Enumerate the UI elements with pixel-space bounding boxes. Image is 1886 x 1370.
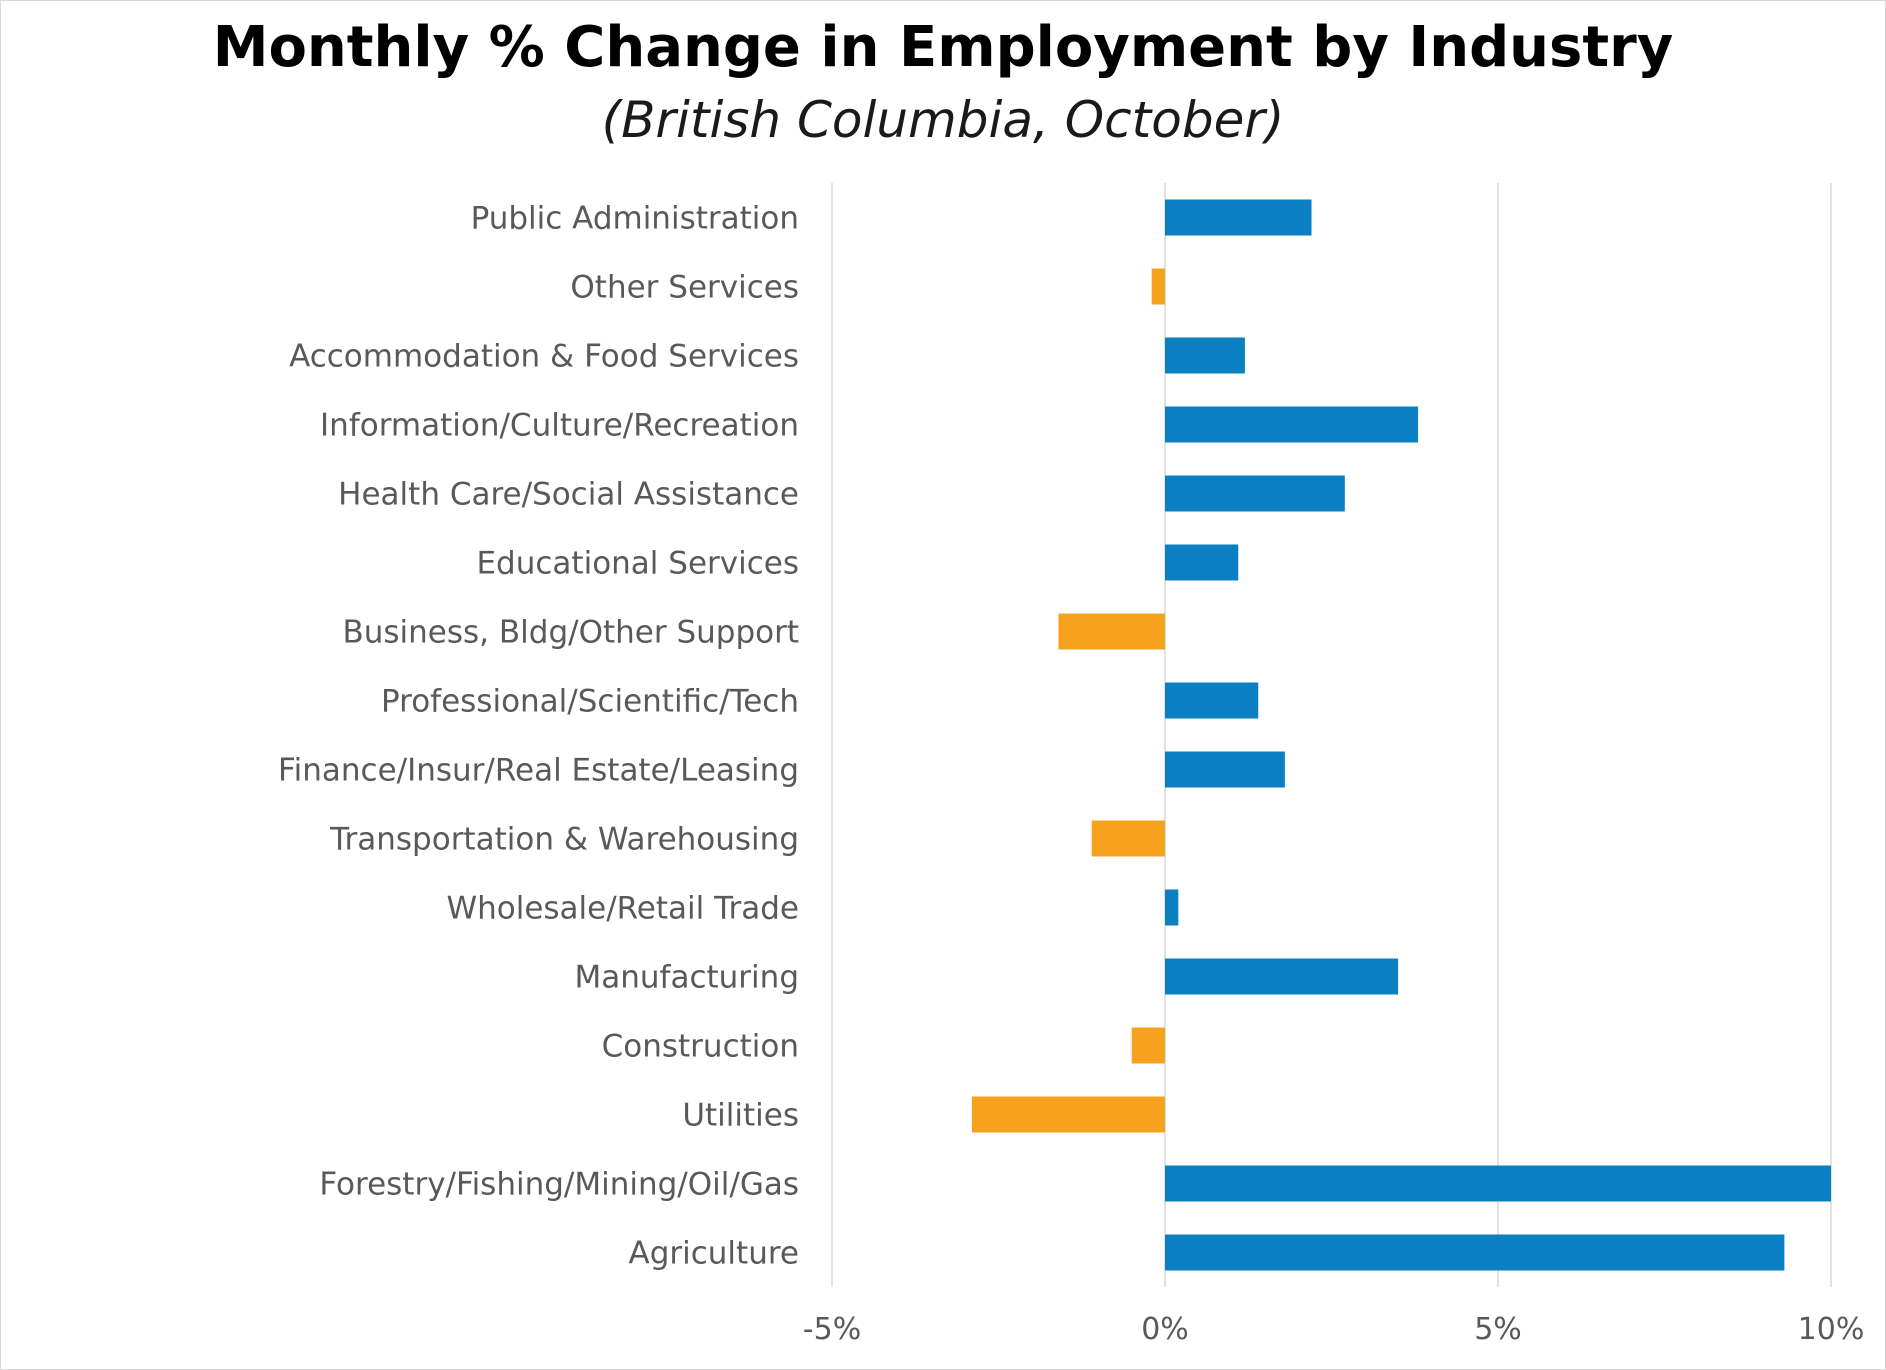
category-label-2: Accommodation & Food Services [289, 339, 799, 375]
bar-4 [1165, 475, 1345, 512]
category-label-15: Agriculture [629, 1236, 800, 1272]
chart-subtitle: (British Columbia, October) [601, 91, 1285, 149]
bar-12 [1131, 1027, 1165, 1064]
bar-11 [1165, 958, 1399, 995]
category-label-12: Construction [602, 1029, 799, 1065]
category-label-0: Public Administration [471, 201, 799, 237]
bar-7 [1165, 682, 1259, 719]
bar-8 [1165, 751, 1285, 788]
category-label-8: Finance/Insur/Real Estate/Leasing [278, 753, 799, 789]
category-label-7: Professional/Scientific/Tech [381, 684, 799, 720]
bar-10 [1165, 889, 1179, 926]
category-label-10: Wholesale/Retail Trade [446, 891, 799, 927]
bar-0 [1165, 199, 1312, 236]
bar-13 [971, 1096, 1165, 1133]
category-label-6: Business, Bldg/Other Support [342, 615, 799, 651]
category-label-5: Educational Services [476, 546, 799, 582]
bar-2 [1165, 337, 1245, 374]
bar-3 [1165, 406, 1419, 443]
category-label-11: Manufacturing [575, 960, 799, 996]
bar-15 [1165, 1234, 1785, 1271]
x-tick-label-2: 5% [1474, 1312, 1522, 1347]
bar-14 [1165, 1165, 1831, 1202]
category-label-13: Utilities [682, 1098, 799, 1134]
category-label-9: Transportation & Warehousing [329, 822, 799, 858]
x-tick-label-0: -5% [803, 1312, 861, 1347]
category-label-3: Information/Culture/Recreation [320, 408, 799, 444]
bar-5 [1165, 544, 1239, 581]
x-tick-label-1: 0% [1141, 1312, 1189, 1347]
bar-9 [1091, 820, 1165, 857]
chart-title: Monthly % Change in Employment by Indust… [212, 15, 1674, 80]
category-label-4: Health Care/Social Assistance [338, 477, 799, 513]
bar-1 [1151, 268, 1165, 305]
category-label-1: Other Services [570, 270, 799, 306]
x-tick-label-3: 10% [1798, 1312, 1865, 1347]
bar-6 [1058, 613, 1165, 650]
category-label-14: Forestry/Fishing/Mining/Oil/Gas [319, 1167, 799, 1203]
